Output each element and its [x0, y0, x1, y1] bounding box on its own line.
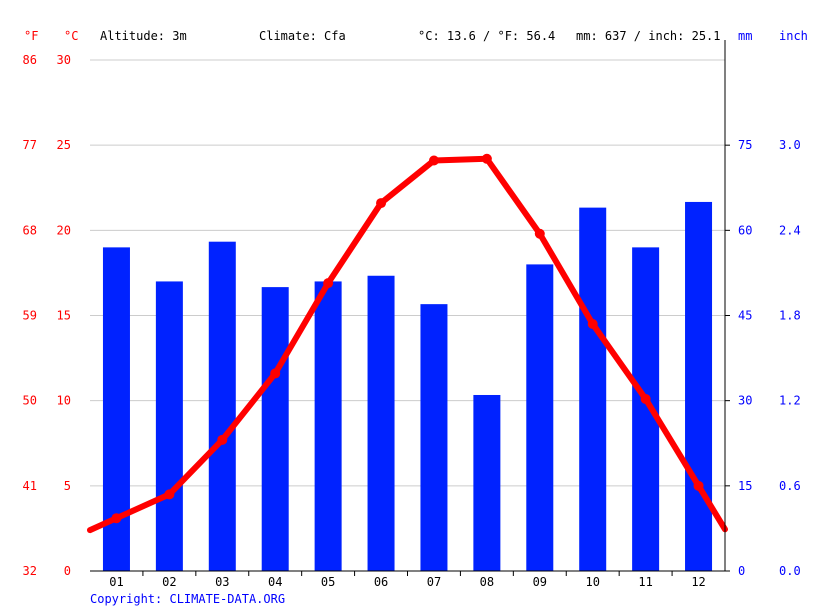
celsius-tick-label: 0	[64, 564, 71, 578]
precipitation-bar	[579, 207, 607, 571]
fahrenheit-tick-label: 41	[23, 479, 37, 493]
inch-tick-label: 1.2	[779, 394, 801, 408]
temperature-point	[376, 198, 387, 209]
temperature-point	[534, 228, 545, 239]
month-tick-label: 01	[109, 575, 123, 589]
temperature-point	[217, 434, 228, 445]
chart-axes	[90, 40, 730, 576]
temperature-point	[323, 278, 334, 289]
average-temperature-label: °C: 13.6 / °F: 56.4	[418, 29, 555, 43]
precipitation-bar	[367, 275, 395, 571]
tick-labels: 01 02 03 04 05 06 07 08 09 10 11 12 32 0 41 5 50 10 59 15 68…	[23, 53, 801, 589]
grid-lines	[90, 59, 725, 487]
celsius-tick-label: 5	[64, 479, 71, 493]
precipitation-bar	[155, 281, 183, 571]
temperature-point	[640, 393, 651, 404]
celsius-tick-label: 15	[57, 309, 71, 323]
month-tick-label: 09	[533, 575, 547, 589]
mm-tick-label: 60	[738, 223, 752, 237]
mm-tick-label: 30	[738, 394, 752, 408]
mm-unit-label: mm	[738, 29, 752, 43]
precipitation-bar	[420, 304, 448, 571]
altitude-label: Altitude: 3m	[100, 29, 187, 43]
inch-tick-label: 0.0	[779, 564, 801, 578]
month-tick-label: 04	[268, 575, 282, 589]
fahrenheit-tick-label: 86	[23, 53, 37, 67]
total-precipitation-label: mm: 637 / inch: 25.1	[576, 29, 721, 43]
inch-unit-label: inch	[779, 29, 808, 43]
celsius-tick-label: 25	[57, 138, 71, 152]
month-tick-label: 11	[638, 575, 652, 589]
precipitation-bar	[314, 281, 342, 571]
inch-tick-label: 1.8	[779, 309, 801, 323]
temperature-line	[87, 153, 728, 534]
temperature-point	[587, 319, 598, 330]
precipitation-bar	[473, 394, 501, 571]
mm-tick-label: 75	[738, 138, 752, 152]
temperature-line-path	[87, 155, 728, 534]
precipitation-bar	[685, 201, 713, 571]
inch-tick-label: 3.0	[779, 138, 801, 152]
celsius-tick-label: 20	[57, 223, 71, 237]
mm-tick-label: 45	[738, 309, 752, 323]
copyright-link[interactable]: Copyright: CLIMATE-DATA.ORG	[90, 592, 285, 606]
celsius-unit-label: °C	[64, 29, 78, 43]
temperature-point	[270, 368, 281, 379]
month-tick-label: 03	[215, 575, 229, 589]
mm-tick-label: 15	[738, 479, 752, 493]
fahrenheit-tick-label: 32	[23, 564, 37, 578]
month-tick-label: 08	[480, 575, 494, 589]
temperature-point	[164, 489, 175, 500]
climate-label: Climate: Cfa	[259, 29, 346, 43]
temperature-point	[693, 480, 704, 491]
month-tick-label: 07	[427, 575, 441, 589]
precipitation-bar	[208, 241, 236, 571]
celsius-tick-label: 30	[57, 53, 71, 67]
inch-tick-label: 0.6	[779, 479, 801, 493]
month-tick-label: 12	[691, 575, 705, 589]
temperature-point	[428, 155, 439, 166]
month-tick-label: 05	[321, 575, 335, 589]
month-tick-label: 10	[585, 575, 599, 589]
temperature-point	[481, 153, 492, 164]
precipitation-bar	[261, 287, 289, 571]
month-tick-label: 06	[374, 575, 388, 589]
fahrenheit-tick-label: 77	[23, 138, 37, 152]
temperature-point	[111, 513, 122, 524]
mm-tick-label: 0	[738, 564, 745, 578]
fahrenheit-tick-label: 68	[23, 223, 37, 237]
fahrenheit-tick-label: 59	[23, 309, 37, 323]
month-tick-label: 02	[162, 575, 176, 589]
precipitation-bar	[526, 264, 554, 571]
fahrenheit-tick-label: 50	[23, 394, 37, 408]
fahrenheit-unit-label: °F	[24, 29, 38, 43]
celsius-tick-label: 10	[57, 394, 71, 408]
precipitation-bars	[102, 201, 713, 571]
inch-tick-label: 2.4	[779, 223, 801, 237]
